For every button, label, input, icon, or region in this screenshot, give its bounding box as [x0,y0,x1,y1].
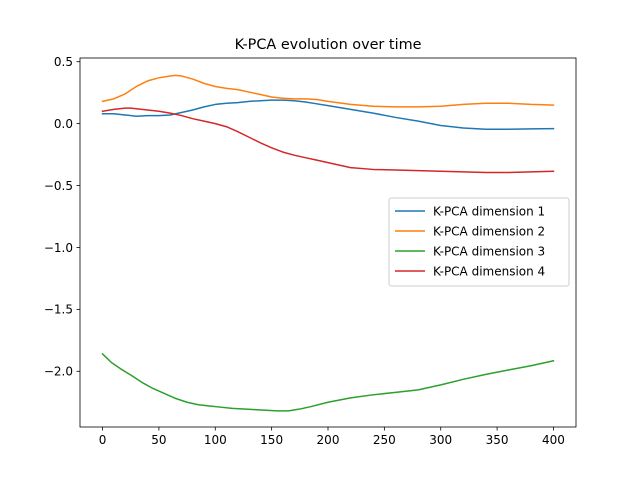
legend-label-4: K-PCA dimension 4 [433,264,545,278]
x-tick-label: 100 [204,433,227,447]
x-tick-label: 250 [373,433,396,447]
legend-label-2: K-PCA dimension 2 [433,224,545,238]
legend: K-PCA dimension 1 K-PCA dimension 2 K-PCA … [388,197,570,287]
series-line-3 [101,352,555,412]
legend-box [388,197,570,287]
legend-label-3: K-PCA dimension 3 [433,244,545,258]
x-tick-label: 350 [486,433,509,447]
series-line-4 [101,107,555,174]
y-tick-label: 0.5 [54,55,73,69]
x-tick-label: 300 [429,433,452,447]
y-tick-label: −0.5 [44,179,73,193]
y-tick-label: −1.0 [44,241,73,255]
y-tick-label: −2.0 [44,365,73,379]
x-tick-label: 400 [542,433,565,447]
series-line-2 [101,74,555,108]
y-tick-label: −1.5 [44,303,73,317]
legend-label-1: K-PCA dimension 1 [433,204,545,218]
chart-title: K-PCA evolution over time [235,37,422,53]
x-tick-label: 150 [260,433,283,447]
series-line-1 [101,99,555,130]
x-tick-label: 50 [151,433,166,447]
y-tick-label: 0.0 [54,117,73,131]
x-tick-label: 0 [99,433,107,447]
axis-ticks: 0 50 100 150 200 250 300 350 400 0.5 0.0 −0.5 −1.0 −1… [44,55,565,447]
x-tick-label: 200 [317,433,340,447]
